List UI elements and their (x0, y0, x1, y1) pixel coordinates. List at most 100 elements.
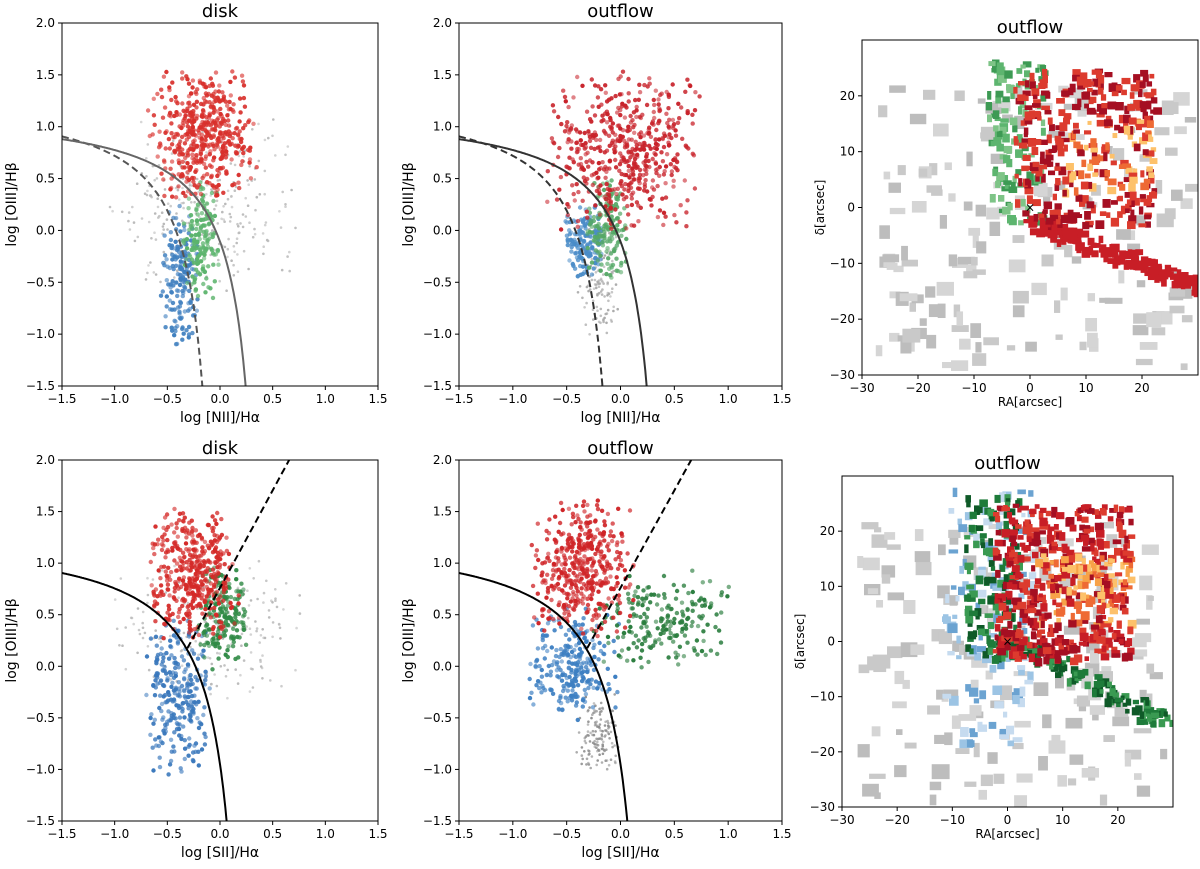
data-point-red (212, 582, 217, 588)
data-point-blue (563, 632, 569, 637)
data-point-green (615, 635, 621, 640)
data-point-red (209, 600, 214, 605)
data-point-gray (108, 205, 112, 209)
data-point-blue (166, 772, 171, 777)
data-point-red (198, 191, 204, 197)
map-pixel-red (1087, 163, 1094, 171)
data-point-red (239, 162, 244, 168)
map-pixel-red (1022, 154, 1031, 162)
data-point-gray (169, 678, 172, 681)
data-point-red (184, 566, 189, 571)
point-cloud-green (180, 180, 221, 301)
map-pixel-red (1176, 269, 1182, 276)
data-point-green (195, 293, 201, 299)
y-tick-label: −10 (830, 256, 855, 270)
data-point-red (626, 149, 631, 154)
data-point-red (656, 97, 661, 102)
data-point-red (590, 182, 595, 188)
map-pixel-red (1084, 211, 1091, 220)
map-pixel-red (1061, 224, 1069, 230)
data-point-gray (605, 331, 609, 335)
data-point-gray (587, 761, 590, 765)
data-point-blue (177, 304, 183, 309)
data-point-green (210, 295, 216, 301)
data-point-red (223, 155, 229, 160)
data-point-blue (567, 674, 572, 680)
data-point-green (591, 214, 597, 220)
map-pixel-red (1111, 91, 1119, 97)
data-point-red (566, 612, 572, 618)
data-point-red (199, 560, 205, 565)
data-point-green (217, 645, 222, 650)
data-point-gray (580, 746, 584, 749)
data-point-red (215, 554, 220, 559)
data-point-gray (146, 593, 150, 597)
map-pixel-red (1139, 194, 1146, 199)
data-point-red (194, 113, 200, 119)
data-point-red (174, 561, 180, 566)
data-point-green (633, 589, 638, 594)
data-point-gray (233, 163, 237, 167)
data-point-gray (585, 285, 589, 289)
data-point-gray (127, 219, 130, 223)
map-pixel-red (1101, 103, 1108, 109)
data-point-gray (263, 192, 267, 196)
data-point-green (212, 213, 218, 219)
map-pixel-red (1144, 270, 1150, 277)
data-point-red (187, 619, 192, 625)
data-point-red (617, 600, 623, 606)
data-point-blue (535, 646, 541, 651)
map-pixel-gray (1060, 287, 1068, 301)
y-axis-label: log [OIII]/Hβ (401, 162, 417, 246)
data-point-gray (241, 225, 245, 229)
map-pixel-red (1102, 199, 1111, 208)
data-point-gray (259, 634, 263, 637)
data-point-green (686, 615, 691, 621)
map-pixel-gray (1174, 126, 1187, 135)
data-point-blue (178, 766, 183, 771)
data-point-green (232, 596, 237, 602)
data-point-gray (256, 597, 259, 601)
data-point-red (248, 145, 253, 150)
data-point-green (199, 224, 204, 229)
data-point-gray (146, 189, 149, 193)
map-pixel-red (1017, 94, 1026, 101)
map-pixel-red (1142, 149, 1149, 156)
data-point-red (575, 589, 580, 594)
data-point-red (181, 190, 186, 196)
data-point-gray (146, 601, 149, 605)
map-pixel-red (1052, 145, 1058, 153)
data-point-blue (558, 624, 564, 630)
data-point-green (667, 627, 672, 632)
map-pixel-red (1071, 130, 1076, 140)
data-point-gray (225, 289, 228, 293)
map-pixel-red (1035, 174, 1040, 182)
data-point-gray (614, 283, 618, 286)
data-point-blue (174, 280, 179, 285)
data-point-green (643, 619, 648, 624)
map-pixel-gray (875, 345, 883, 357)
data-point-red (201, 95, 206, 101)
demarcation-curve-kewley (459, 138, 648, 386)
data-point-gray (176, 269, 179, 273)
data-point-blue (591, 645, 596, 651)
data-point-red (193, 528, 199, 533)
map-pixel-red (1022, 210, 1030, 217)
map-pixel-green (994, 117, 1001, 122)
data-point-red (152, 603, 157, 608)
data-point-green (674, 633, 679, 639)
data-point-red (559, 562, 565, 567)
data-point-gray (610, 709, 614, 712)
data-point-gray (162, 222, 166, 226)
data-point-red (191, 175, 197, 181)
data-point-red (186, 608, 191, 614)
data-point-blue (168, 282, 173, 287)
map-pixel-red (1069, 83, 1076, 93)
map-pixel-red (1143, 178, 1151, 187)
map-pixel-red (1062, 176, 1070, 185)
map-pixel-red (1059, 122, 1068, 132)
data-point-green (642, 611, 647, 617)
map-pixel-red (1118, 114, 1126, 124)
data-point-red (198, 149, 203, 155)
data-point-green (715, 651, 720, 657)
